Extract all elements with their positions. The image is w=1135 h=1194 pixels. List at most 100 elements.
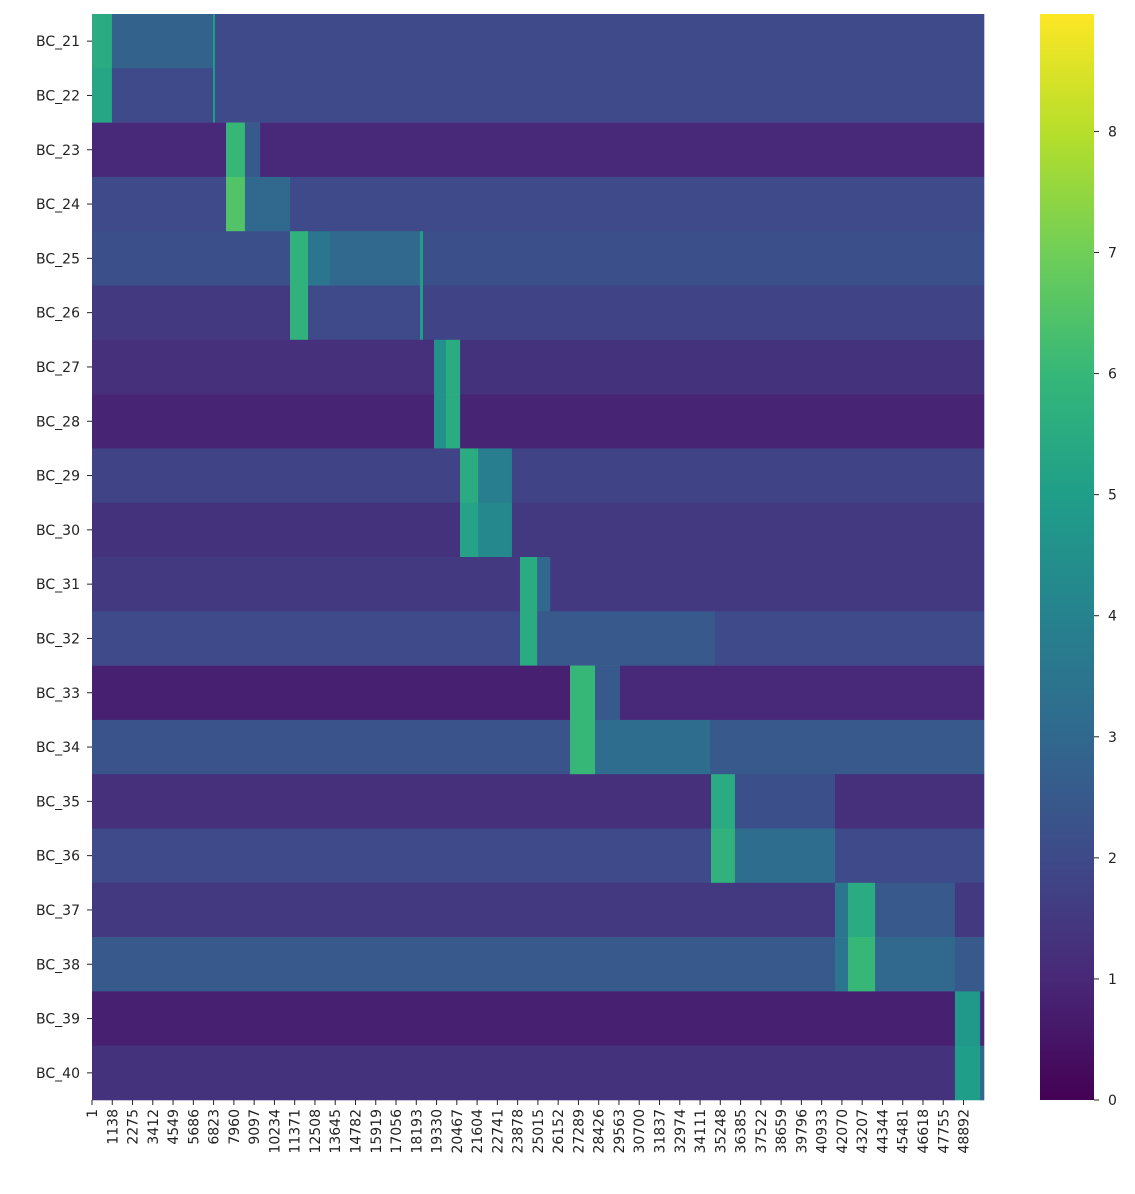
x-tick-label: 32974 [673,1109,689,1154]
y-tick-label: BC_32 [36,631,80,647]
x-tick-label: 2275 [126,1109,142,1145]
heatmap-cell [519,557,538,612]
heatmap-cell [260,122,985,178]
x-tick-label: 14782 [348,1109,364,1154]
x-tick-label: 9097 [247,1109,263,1145]
heatmap-cell [537,557,551,612]
heatmap-cell [92,1045,956,1101]
x-tick-label: 48892 [957,1109,973,1154]
heatmap-cell [711,774,736,829]
heatmap-cell [570,665,596,721]
y-tick-label: BC_38 [36,957,80,973]
x-tick-label: 12508 [308,1109,324,1154]
heatmap-cell [92,665,571,721]
heatmap-cell [244,176,291,232]
x-tick-label: 46618 [916,1109,932,1154]
heatmap-cell [446,339,461,395]
heatmap-cell [92,394,435,449]
heatmap-cell [478,448,513,503]
heatmap-cell [954,1045,981,1101]
x-tick-label: 17056 [389,1109,405,1154]
x-tick-label: 30700 [632,1109,648,1154]
colorbar-tick-label: 3 [1108,730,1117,746]
heatmap-cell [519,611,538,666]
heatmap-cell [460,339,985,395]
y-tick-label: BC_22 [36,88,80,104]
colorbar-tick-label: 5 [1108,488,1117,504]
heatmap-cell [537,611,716,666]
heatmap-cell [980,1045,985,1101]
x-tick-label: 4549 [166,1109,182,1145]
heatmap-cell [460,448,479,503]
heatmap-cell [308,285,421,341]
heatmap-cell [92,557,521,612]
heatmap-cell [446,394,461,449]
x-tick-label: 23878 [511,1109,527,1154]
x-tick-label: 25015 [531,1109,547,1154]
heatmap-cell [111,68,214,123]
heatmap-cell [92,285,291,341]
heatmap-cell [834,937,849,992]
heatmap-cell [226,176,246,232]
heatmap-cell [734,828,836,884]
y-tick-label: BC_36 [36,849,80,865]
x-tick-label: 27289 [571,1109,587,1154]
x-tick-label: 31837 [653,1109,669,1154]
x-tick-label: 39796 [794,1109,810,1154]
x-tick-label: 37522 [754,1109,770,1154]
x-tick-label: 7960 [227,1109,243,1145]
y-tick-label: BC_29 [36,469,80,485]
x-tick-label: 3412 [146,1109,162,1145]
heatmap-cell [92,611,521,666]
heatmap-cell [92,991,956,1046]
x-tick-label: 6823 [207,1109,223,1145]
heatmap-cell [595,719,711,775]
heatmap-cell [875,937,956,992]
heatmap-cell [847,937,876,992]
heatmap-cell [875,882,956,938]
heatmap-cell [92,774,712,829]
y-tick-label: BC_26 [36,306,80,322]
y-tick-label: BC_31 [36,577,80,593]
x-tick-label: 13645 [328,1109,344,1154]
x-tick-label: 45481 [896,1109,912,1154]
heatmap-cell [460,502,479,558]
heatmap-cell [214,68,985,123]
heatmap-cell [847,882,876,938]
x-tick-label: 40933 [815,1109,831,1154]
heatmap-cell [214,14,985,69]
heatmap-cell [308,231,331,286]
x-tick-label: 44344 [875,1109,891,1154]
heatmap-cell [570,719,596,775]
heatmap-cell [419,285,424,341]
x-tick-label: 1138 [105,1109,121,1145]
heatmap-cell [954,882,985,938]
heatmap-cell [834,828,985,884]
heatmap-cell [92,502,461,558]
x-tick-label: 20467 [450,1109,466,1154]
heatmap-cell [423,285,985,341]
y-tick-label: BC_25 [36,251,80,267]
x-tick-label: 26152 [551,1109,567,1154]
x-tick-label: 10234 [267,1109,283,1154]
heatmap-cell [511,448,985,503]
x-tick-label: 22741 [490,1109,506,1154]
x-tick-label: 34111 [693,1109,709,1154]
x-tick-label: 36385 [734,1109,750,1154]
heatmap-cell [92,882,836,938]
x-tick-label: 38659 [774,1109,790,1154]
x-tick-label: 21604 [470,1109,486,1154]
heatmap-cell [511,502,985,558]
heatmap-cell [434,394,447,449]
heatmap-cell [714,611,985,666]
heatmap-cell [92,719,571,775]
colorbar-tick-label: 2 [1108,851,1117,867]
heatmap-cell [329,231,421,286]
heatmap-cell [290,231,309,286]
y-tick-label: BC_35 [36,794,80,810]
colorbar-tick-label: 7 [1108,246,1117,262]
colorbar-tick-label: 6 [1108,367,1117,383]
y-tick-label: BC_24 [36,197,80,213]
heatmap-cell [550,557,985,612]
